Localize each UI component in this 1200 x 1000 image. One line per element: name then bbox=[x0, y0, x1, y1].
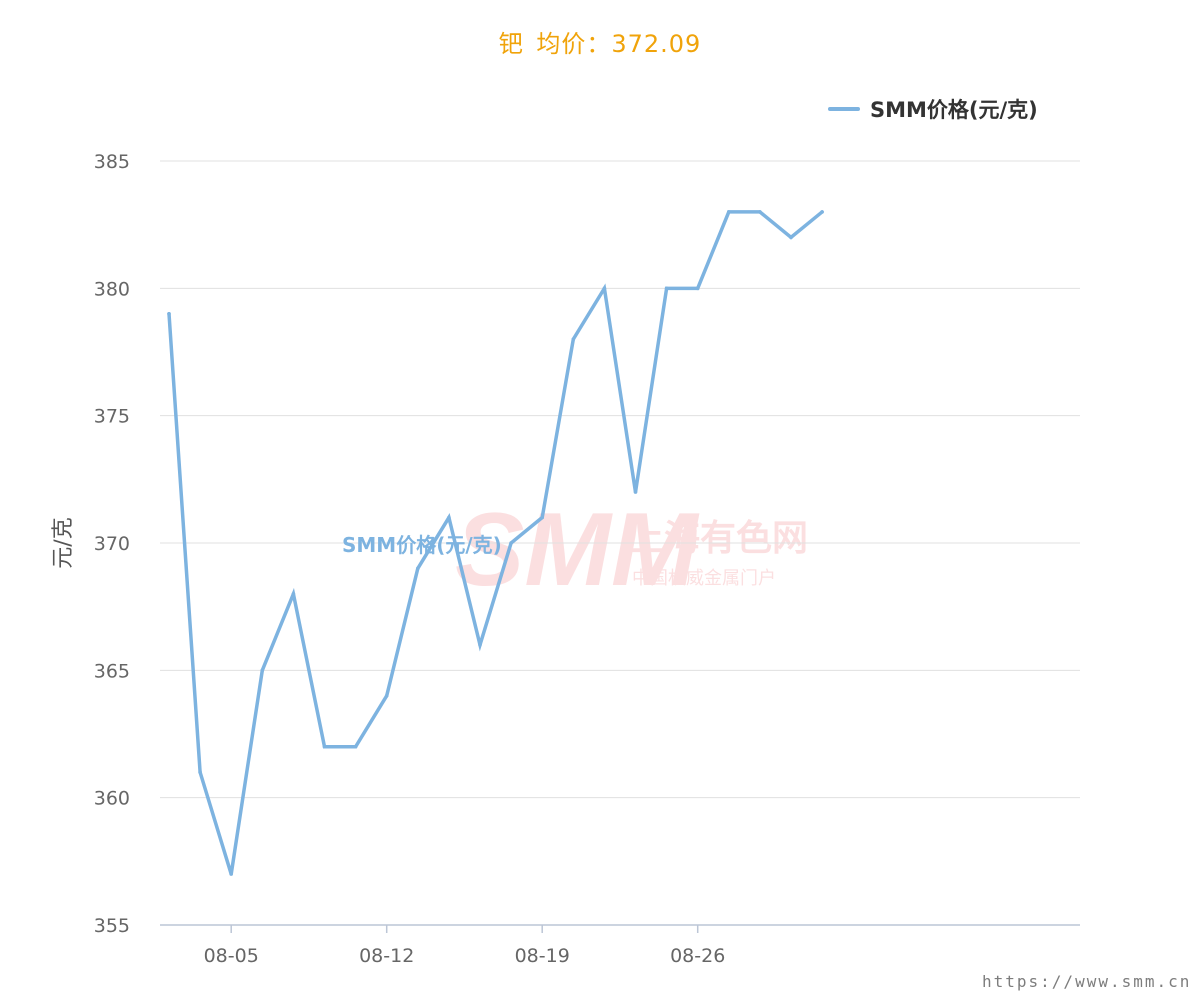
y-axis: 385 380 375 370 365 360 355 bbox=[94, 151, 130, 937]
data-point[interactable] bbox=[820, 210, 824, 214]
data-point[interactable] bbox=[447, 515, 451, 520]
data-point[interactable] bbox=[789, 235, 793, 240]
series-group bbox=[167, 210, 824, 876]
data-point[interactable] bbox=[478, 643, 482, 647]
data-point[interactable] bbox=[695, 286, 700, 291]
y-tick-label: 355 bbox=[94, 915, 130, 937]
x-tick-label: 08-12 bbox=[359, 945, 414, 967]
data-point[interactable] bbox=[540, 515, 544, 520]
legend-label: SMM价格(元/克) bbox=[870, 98, 1038, 122]
chart-title: 钯 均价：372.09 bbox=[0, 24, 1200, 59]
y-tick-label: 370 bbox=[94, 533, 130, 555]
data-point[interactable] bbox=[727, 210, 731, 214]
watermark-url: https://www.smm.cn bbox=[982, 972, 1192, 991]
data-point[interactable] bbox=[602, 286, 607, 291]
y-tick-label: 380 bbox=[94, 278, 130, 300]
x-axis: 08-05 08-12 08-19 08-26 bbox=[204, 925, 725, 967]
data-point[interactable] bbox=[353, 744, 358, 749]
x-tick-label: 08-19 bbox=[515, 945, 570, 967]
data-point[interactable] bbox=[758, 210, 762, 214]
grid bbox=[160, 160, 1080, 926]
legend[interactable]: SMM价格(元/克) bbox=[828, 94, 1038, 124]
watermark-cn-sub: 中国权威金属门户 bbox=[632, 568, 776, 589]
data-point[interactable] bbox=[198, 770, 202, 774]
data-point[interactable] bbox=[633, 490, 638, 494]
data-point[interactable] bbox=[322, 744, 327, 749]
data-point[interactable] bbox=[260, 668, 265, 673]
y-tick-label: 385 bbox=[94, 151, 130, 173]
data-point[interactable] bbox=[416, 566, 420, 571]
x-tick-label: 08-05 bbox=[204, 945, 259, 967]
series-label: SMM价格(元/克) bbox=[342, 533, 502, 557]
y-tick-label: 365 bbox=[94, 660, 130, 682]
y-tick-label: 375 bbox=[94, 406, 130, 428]
watermark-cn-name: 上海有色网 bbox=[628, 518, 808, 559]
data-point[interactable] bbox=[571, 337, 576, 342]
title-avg-value: 372.09 bbox=[611, 30, 702, 58]
data-point[interactable] bbox=[664, 286, 669, 291]
series-line bbox=[167, 210, 824, 875]
y-tick-label: 360 bbox=[94, 788, 130, 810]
data-point[interactable] bbox=[167, 312, 171, 316]
data-point[interactable] bbox=[509, 541, 513, 545]
data-point[interactable] bbox=[229, 872, 233, 876]
data-point[interactable] bbox=[384, 694, 389, 698]
title-metal: 钯 bbox=[498, 30, 524, 58]
data-point[interactable] bbox=[291, 592, 296, 596]
y-axis-label: 元/克 bbox=[51, 517, 76, 568]
title-avg-label: 均价： bbox=[536, 30, 612, 58]
x-tick-label: 08-26 bbox=[670, 945, 725, 967]
legend-swatch bbox=[828, 107, 860, 111]
